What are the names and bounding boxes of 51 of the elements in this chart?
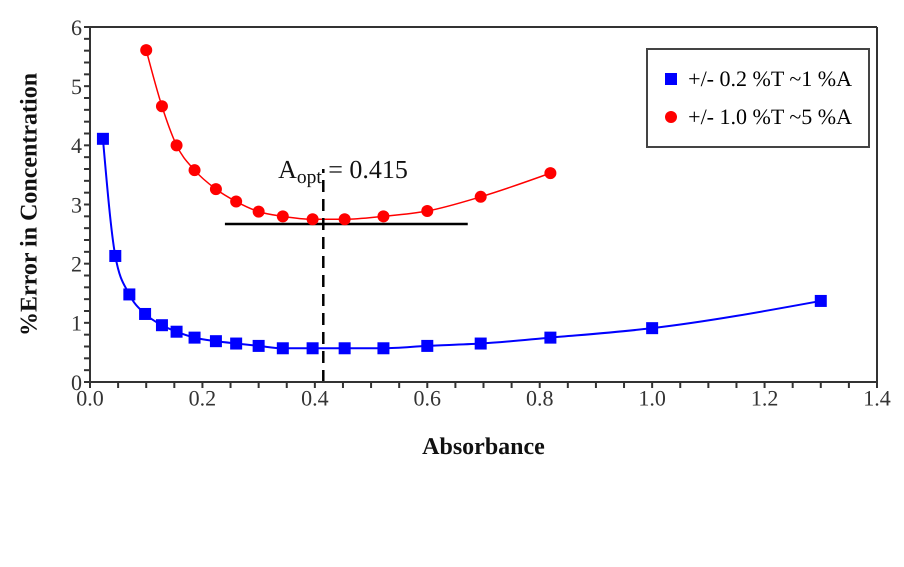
point: [230, 338, 242, 350]
annotation: A$_{opt}$ = 0.415: [278, 155, 408, 188]
point: [156, 319, 168, 332]
point: [170, 326, 183, 338]
x-axis-title: Absorbance: [422, 434, 546, 460]
point: [377, 210, 390, 222]
x-tick-label: 0.4: [301, 386, 329, 411]
point: [188, 164, 201, 176]
point: [544, 167, 556, 180]
point: [188, 332, 201, 344]
x-tick-label: 1.0: [638, 386, 666, 411]
point: [276, 210, 289, 222]
point: [377, 342, 390, 354]
y-axis-title: %Error in Concentration: [16, 72, 43, 336]
y-tick-label: 6: [71, 14, 82, 40]
point: [338, 213, 351, 226]
x-tick-label: 1.4: [863, 386, 891, 411]
point: [252, 340, 265, 352]
point: [306, 213, 319, 226]
x-tick-label: 0.6: [414, 386, 442, 411]
x-tick-label: 0.8: [526, 386, 554, 411]
y-tick-label: 5: [71, 74, 82, 99]
point: [109, 250, 122, 262]
point: [210, 335, 222, 348]
legend-label: +/- 0.2 %T ~1 %A: [688, 65, 852, 93]
point: [230, 196, 242, 208]
y-tick-label: 1: [71, 310, 82, 336]
point: [474, 190, 487, 203]
point: [123, 288, 136, 300]
point: [156, 100, 168, 112]
point: [170, 139, 183, 152]
point: [338, 342, 351, 354]
point: [140, 44, 152, 56]
point: [814, 294, 827, 307]
point: [421, 205, 434, 218]
x-tick-label: 0.2: [188, 386, 216, 411]
point: [139, 308, 152, 320]
y-tick-label: 3: [71, 192, 82, 218]
point: [276, 342, 289, 354]
point: [421, 340, 434, 352]
point: [474, 338, 487, 350]
point: [306, 342, 319, 354]
x-tick-label: 1.2: [750, 386, 778, 411]
point: [646, 322, 658, 334]
y-tick-label: 2: [71, 251, 82, 276]
point: [252, 206, 265, 218]
point: [544, 332, 556, 344]
point: [210, 183, 222, 196]
point: [96, 132, 109, 145]
legend-label: +/- 1.0 %T ~5 %A: [688, 103, 852, 131]
y-tick-label: 4: [71, 133, 82, 158]
